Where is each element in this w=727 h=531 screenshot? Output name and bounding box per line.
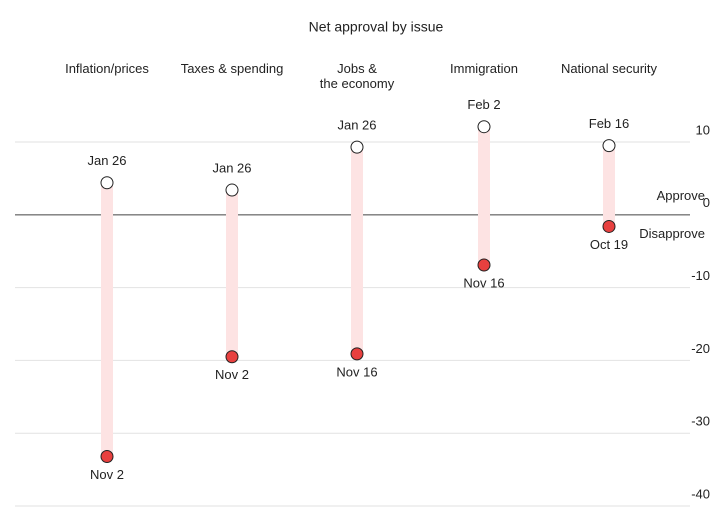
end-point	[350, 347, 364, 361]
point-label: Jan 26	[212, 160, 251, 175]
range-bar	[478, 126, 490, 266]
end-point	[477, 258, 491, 272]
y-tick-label: -10	[691, 268, 710, 283]
y-tick-label: -30	[691, 414, 710, 429]
range-bar	[101, 182, 113, 457]
point-label: Nov 2	[90, 467, 124, 482]
end-point	[225, 350, 239, 364]
point-label: Jan 26	[337, 118, 376, 133]
range-bar	[603, 145, 615, 227]
point-label: Jan 26	[87, 153, 126, 168]
point-label: Nov 2	[215, 367, 249, 382]
annotation: Approve	[657, 188, 705, 203]
y-tick-label: -40	[691, 486, 710, 501]
start-point	[225, 183, 239, 197]
category-label: National security	[560, 61, 658, 76]
range-bar	[351, 147, 363, 354]
range-bar	[226, 190, 238, 357]
category-label: Immigration	[450, 61, 518, 76]
y-tick-label: -20	[691, 341, 710, 356]
point-label: Nov 16	[336, 364, 377, 379]
category-label: Jobs & the economy	[319, 61, 395, 91]
y-tick-label: 0	[703, 195, 710, 210]
y-tick-label: 10	[696, 122, 710, 137]
point-label: Oct 19	[590, 237, 628, 252]
annotation: Disapprove	[639, 226, 705, 241]
category-label: Inflation/prices	[65, 61, 149, 76]
chart-title: Net approval by issue	[309, 19, 444, 35]
start-point	[602, 139, 616, 153]
category-label: Taxes & spending	[180, 61, 284, 76]
end-point	[100, 449, 114, 463]
start-point	[100, 176, 114, 190]
point-label: Feb 2	[467, 97, 500, 112]
point-label: Nov 16	[463, 275, 504, 290]
point-label: Feb 16	[589, 116, 629, 131]
start-point	[350, 140, 364, 154]
start-point	[477, 120, 491, 134]
end-point	[602, 219, 616, 233]
